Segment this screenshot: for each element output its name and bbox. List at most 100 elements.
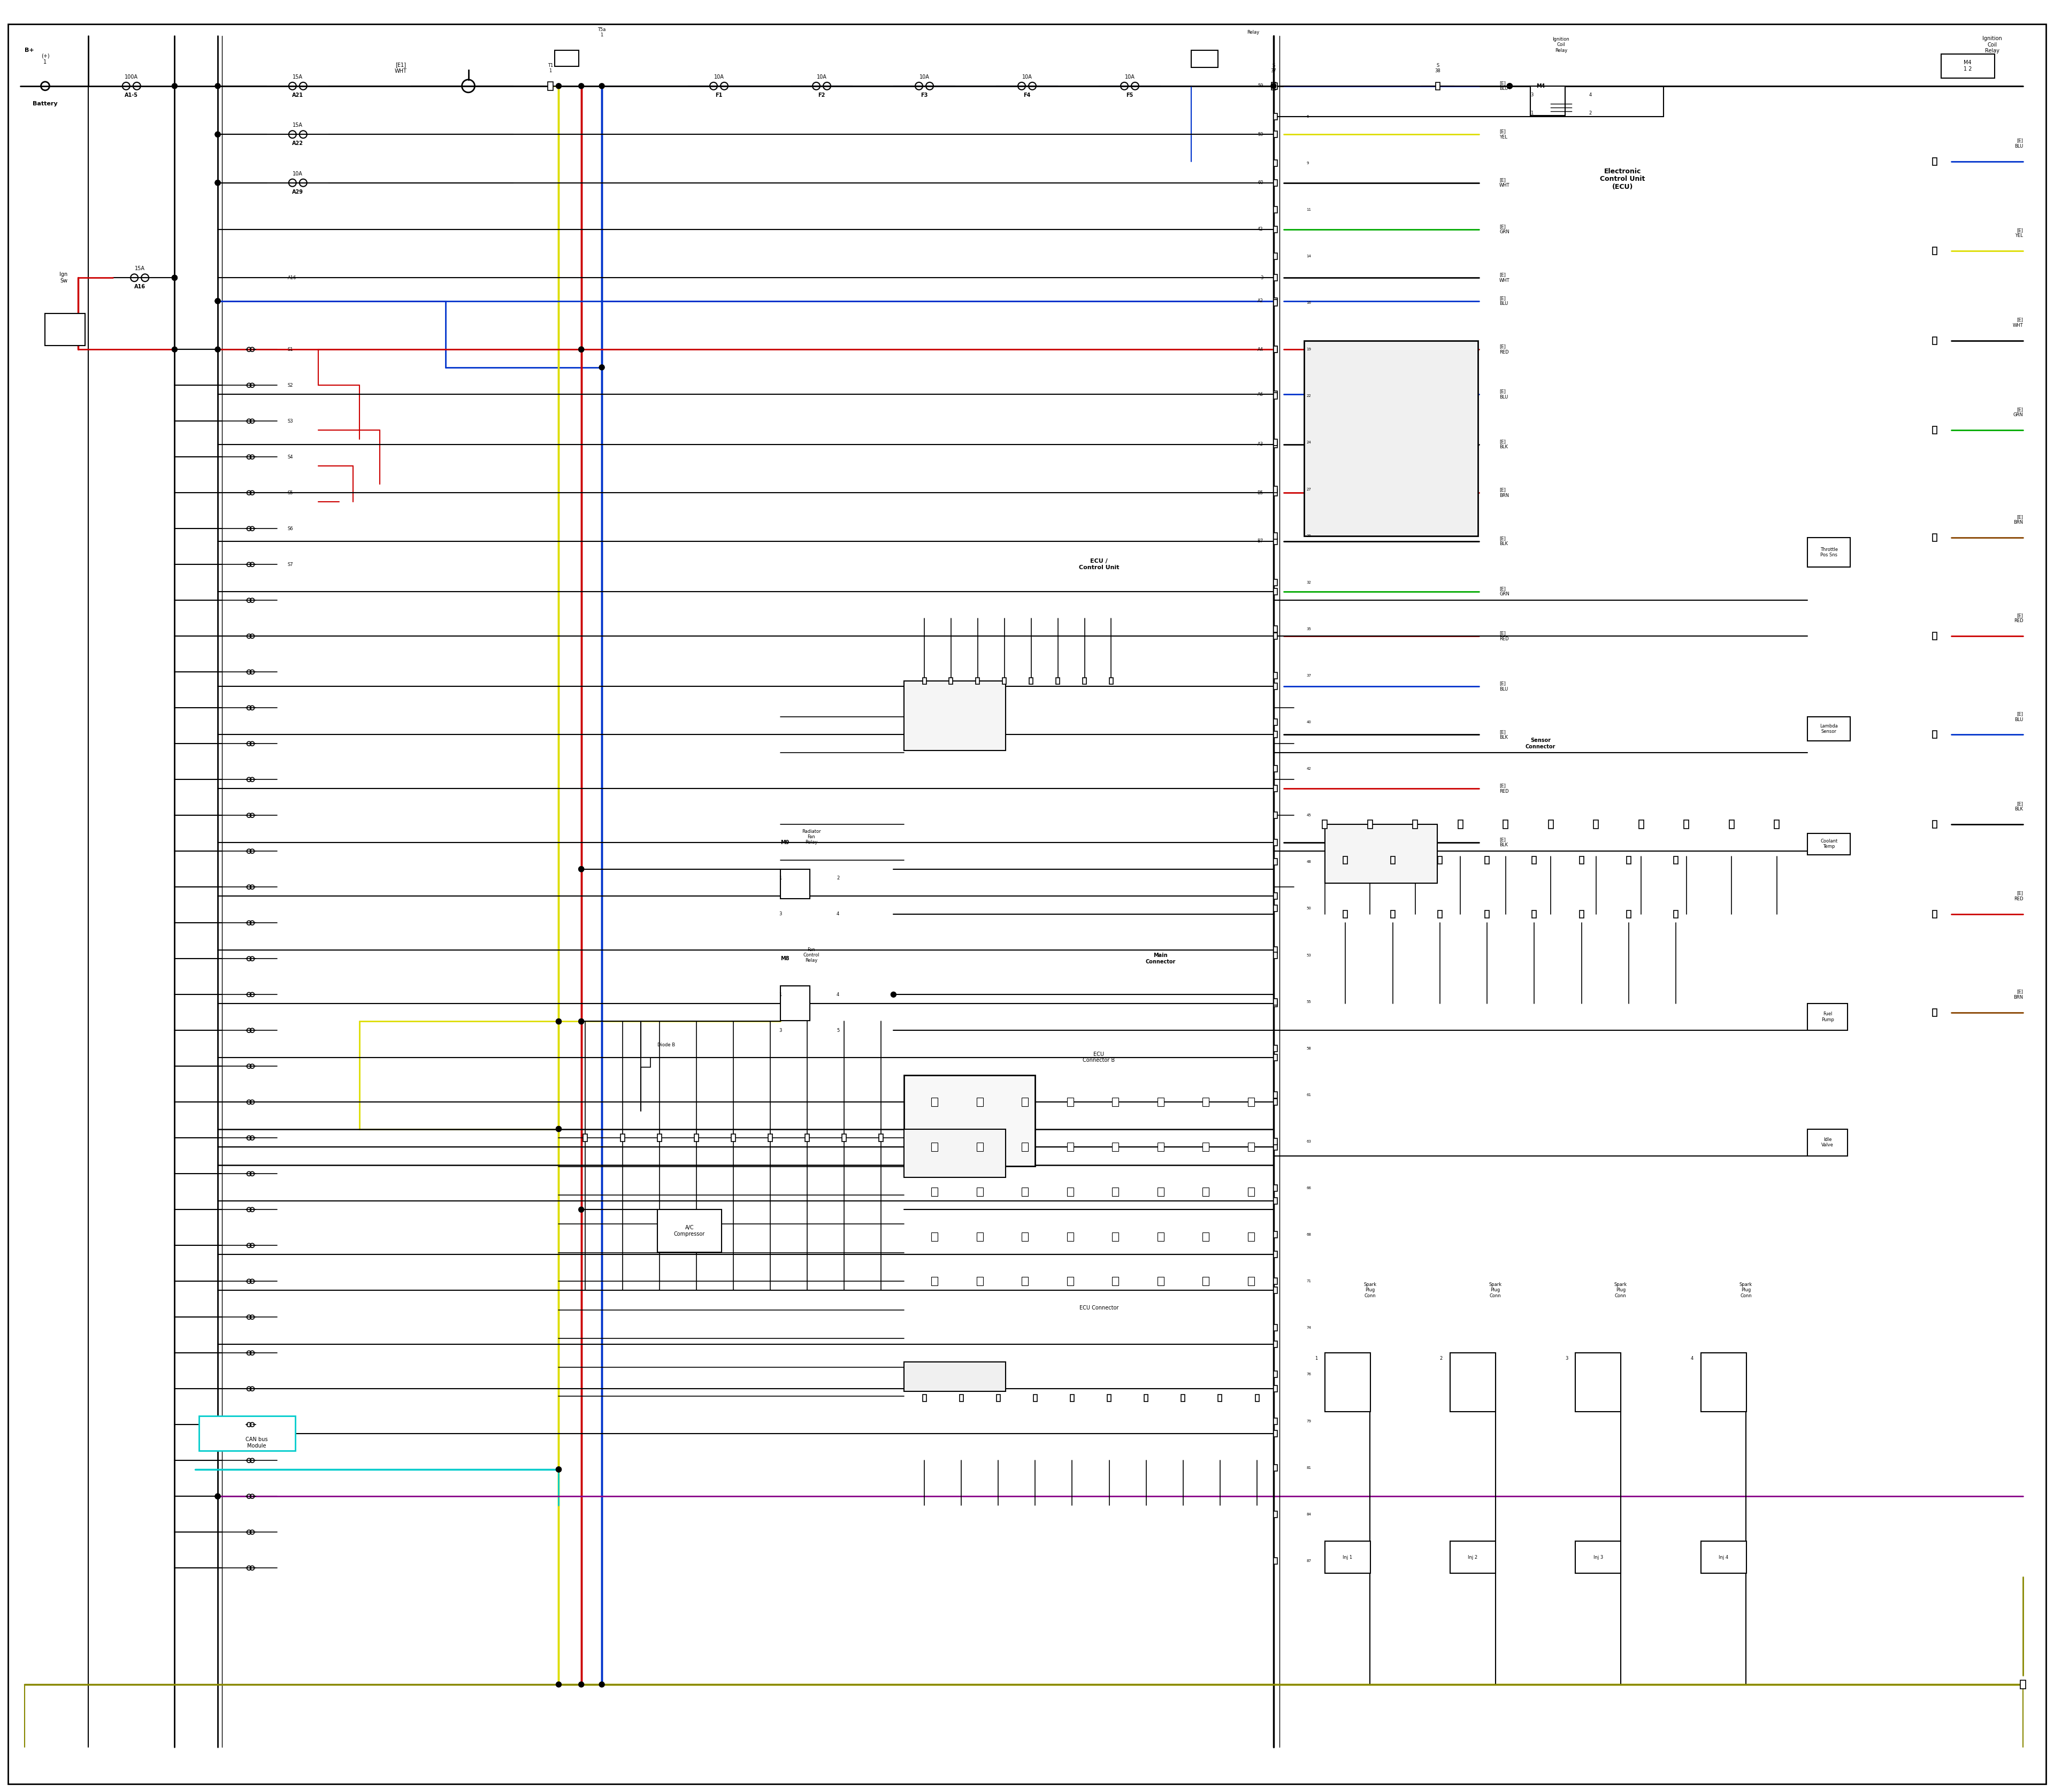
Text: S4: S4 xyxy=(288,455,294,459)
Text: ECU Connector: ECU Connector xyxy=(1078,1306,1119,1310)
Bar xyxy=(1070,1394,1074,1401)
Text: A22: A22 xyxy=(292,142,304,147)
Bar xyxy=(1450,1353,1495,1412)
Bar xyxy=(1271,82,1276,90)
Text: Radiator
Fan
Relay: Radiator Fan Relay xyxy=(801,830,822,844)
Bar xyxy=(1775,821,1779,828)
Bar xyxy=(959,1394,963,1401)
Bar xyxy=(930,1233,939,1240)
Bar xyxy=(1273,858,1278,866)
Text: Sensor
Connector: Sensor Connector xyxy=(1526,738,1555,749)
Circle shape xyxy=(216,181,220,185)
Text: T1
1: T1 1 xyxy=(548,63,553,73)
Bar xyxy=(1273,1185,1278,1192)
Text: [E]
BRN: [E] BRN xyxy=(1499,487,1510,498)
Bar xyxy=(1639,821,1643,828)
Text: [E]
GRN: [E] GRN xyxy=(1499,224,1510,235)
Bar xyxy=(1438,910,1442,918)
Text: 76: 76 xyxy=(1306,1373,1310,1376)
Text: 84: 84 xyxy=(1306,1512,1310,1516)
Text: S5: S5 xyxy=(288,491,294,495)
Text: 11: 11 xyxy=(1306,208,1310,211)
Circle shape xyxy=(216,133,220,136)
Bar xyxy=(1273,226,1278,233)
Bar xyxy=(976,1143,984,1150)
Bar xyxy=(1107,1394,1111,1401)
Text: 3: 3 xyxy=(1530,93,1532,97)
Bar xyxy=(2021,1681,2025,1688)
Bar xyxy=(1580,910,1584,918)
Bar xyxy=(1029,677,1033,685)
Text: [E]
RED: [E] RED xyxy=(1499,783,1510,794)
Bar xyxy=(1391,910,1395,918)
Text: A/C
Compressor: A/C Compressor xyxy=(674,1226,705,1236)
Bar xyxy=(904,1129,1004,1177)
Bar xyxy=(1273,1091,1278,1098)
Bar xyxy=(1933,731,1937,738)
Bar xyxy=(1273,1385,1278,1392)
Bar xyxy=(1156,1098,1165,1106)
Text: 24: 24 xyxy=(1306,441,1310,444)
Text: Spark
Plug
Conn: Spark Plug Conn xyxy=(1740,1283,1752,1297)
Bar xyxy=(1273,946,1278,953)
Bar xyxy=(1273,1278,1278,1285)
Bar xyxy=(1066,1233,1074,1240)
Text: 29: 29 xyxy=(1306,534,1310,538)
Text: 1: 1 xyxy=(778,876,783,880)
Bar xyxy=(1438,857,1442,864)
Bar xyxy=(1273,625,1278,633)
Bar xyxy=(1273,297,1278,305)
Circle shape xyxy=(173,348,177,351)
Text: [E]
BRN: [E] BRN xyxy=(2013,989,2023,1000)
Text: S
37: S 37 xyxy=(1271,63,1276,73)
Text: Coolant
Temp: Coolant Temp xyxy=(1820,839,1838,849)
Bar xyxy=(1325,824,1438,883)
Bar xyxy=(1627,910,1631,918)
Bar xyxy=(1247,1143,1255,1150)
Circle shape xyxy=(579,348,583,351)
Bar xyxy=(1273,765,1278,772)
Text: 10A: 10A xyxy=(1023,73,1031,79)
Text: Ignition
Coil
Relay: Ignition Coil Relay xyxy=(1553,38,1569,52)
Bar xyxy=(1066,1098,1074,1106)
Text: [E]
RED: [E] RED xyxy=(1499,631,1510,642)
Text: 6: 6 xyxy=(1306,115,1308,118)
Text: 14: 14 xyxy=(1306,254,1310,258)
Circle shape xyxy=(579,348,583,351)
Bar xyxy=(1181,1394,1185,1401)
Bar xyxy=(1056,677,1060,685)
Bar xyxy=(1273,633,1278,640)
Bar xyxy=(1933,1009,1937,1016)
Text: B7: B7 xyxy=(1257,539,1263,543)
Bar xyxy=(976,1278,984,1285)
Bar xyxy=(1304,340,1479,536)
Text: Relay: Relay xyxy=(1247,30,1259,34)
Circle shape xyxy=(173,84,177,88)
Text: M9: M9 xyxy=(781,840,789,844)
Bar xyxy=(1273,579,1278,586)
Text: A21: A21 xyxy=(292,93,304,99)
Text: 10A: 10A xyxy=(1126,73,1134,79)
Bar xyxy=(1111,1098,1119,1106)
Text: 59: 59 xyxy=(1257,84,1263,88)
Text: 16: 16 xyxy=(1306,301,1310,305)
Circle shape xyxy=(216,348,220,351)
Bar xyxy=(1933,821,1937,828)
Bar xyxy=(1368,821,1372,828)
Bar xyxy=(1504,821,1508,828)
Bar xyxy=(1273,1340,1278,1348)
Bar xyxy=(1808,1004,1849,1030)
Bar xyxy=(1273,441,1278,448)
Text: 22: 22 xyxy=(1306,394,1310,398)
Text: [E]
BLU: [E] BLU xyxy=(1499,81,1508,91)
Bar xyxy=(1273,1098,1278,1106)
Bar xyxy=(930,1098,939,1106)
Bar xyxy=(1343,857,1347,864)
Text: 4: 4 xyxy=(1690,1357,1692,1360)
Text: [E]
BLK: [E] BLK xyxy=(1499,536,1508,547)
Text: 55: 55 xyxy=(1306,1000,1310,1004)
Text: 35: 35 xyxy=(1306,627,1310,631)
Bar xyxy=(1808,717,1851,740)
Bar xyxy=(1273,131,1278,138)
Bar xyxy=(996,1394,1000,1401)
